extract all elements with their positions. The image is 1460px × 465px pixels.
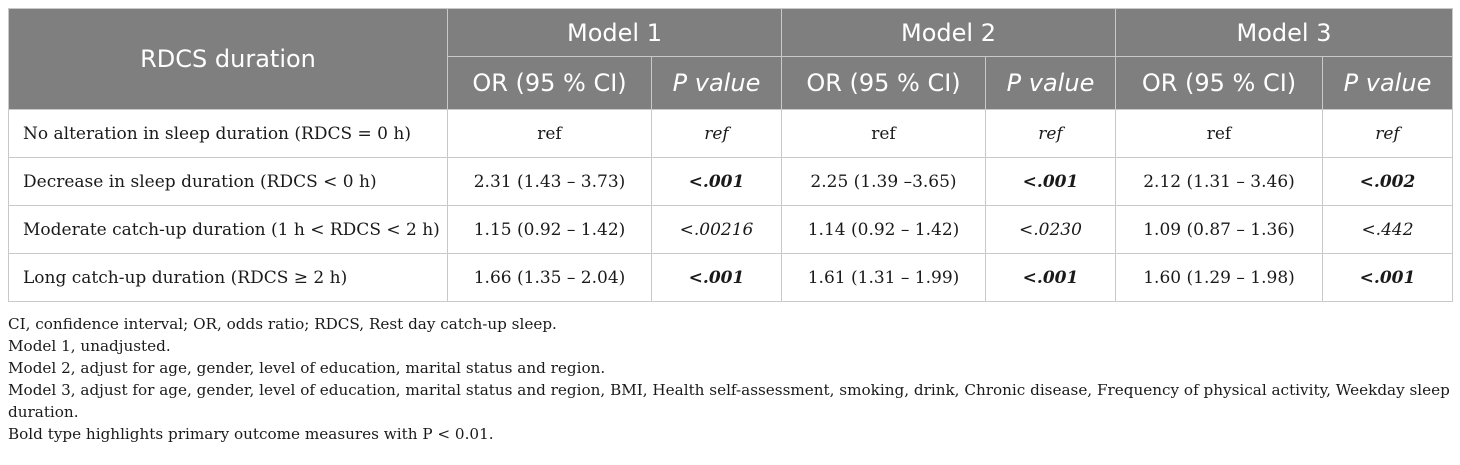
row-label: Long catch-up duration (RDCS ≥ 2 h) bbox=[8, 253, 448, 302]
model-2-header: Model 2 bbox=[781, 8, 1116, 57]
model-1-or-header: OR (95 % CI) bbox=[447, 56, 652, 110]
model-2-p-header: P value bbox=[985, 56, 1116, 110]
model-1-header: Model 1 bbox=[447, 8, 782, 57]
model-2-p-cell: <.001 bbox=[985, 253, 1116, 302]
model-3-or-cell: 1.09 (0.87 – 1.36) bbox=[1115, 205, 1323, 254]
model-1-or-cell: 2.31 (1.43 – 3.73) bbox=[447, 157, 652, 206]
model-3-p-cell: <.001 bbox=[1322, 253, 1453, 302]
model-3-or-cell: 2.12 (1.31 – 3.46) bbox=[1115, 157, 1323, 206]
model-3-or-cell: ref bbox=[1115, 109, 1323, 158]
table-row: Long catch-up duration (RDCS ≥ 2 h) 1.66… bbox=[8, 253, 1453, 302]
model-3-p-header: P value bbox=[1322, 56, 1453, 110]
model-3-or-header: OR (95 % CI) bbox=[1115, 56, 1323, 110]
model-1-p-cell: <.001 bbox=[651, 253, 782, 302]
model-3-p-cell: <.002 bbox=[1322, 157, 1453, 206]
footnote-abbreviations: CI, confidence interval; OR, odds ratio;… bbox=[8, 315, 557, 333]
row-label: Moderate catch-up duration (1 h < RDCS <… bbox=[8, 205, 448, 254]
table-row: Decrease in sleep duration (RDCS < 0 h) … bbox=[8, 157, 1453, 206]
row-label: No alteration in sleep duration (RDCS = … bbox=[8, 109, 448, 158]
footnote-model-1: Model 1, unadjusted. bbox=[8, 337, 171, 355]
model-2-or-cell: 2.25 (1.39 –3.65) bbox=[781, 157, 986, 206]
footnote-bold-type: Bold type highlights primary outcome mea… bbox=[8, 425, 494, 443]
model-3-p-cell: ref bbox=[1322, 109, 1453, 158]
footnote-model-3: Model 3, adjust for age, gender, level o… bbox=[8, 381, 1450, 421]
table-row: Moderate catch-up duration (1 h < RDCS <… bbox=[8, 205, 1453, 254]
model-2-or-header: OR (95 % CI) bbox=[781, 56, 986, 110]
results-table-container: RDCS duration Model 1 Model 2 Model 3 OR… bbox=[8, 8, 1453, 302]
model-2-p-cell: ref bbox=[985, 109, 1116, 158]
table-footnotes: CI, confidence interval; OR, odds ratio;… bbox=[8, 313, 1452, 445]
model-1-p-cell: <.00216 bbox=[651, 205, 782, 254]
model-3-header: Model 3 bbox=[1115, 8, 1453, 57]
header-row-subcolumns: OR (95 % CI) P value OR (95 % CI) P valu… bbox=[9, 56, 1453, 110]
model-1-or-cell: ref bbox=[447, 109, 652, 158]
results-table: RDCS duration Model 1 Model 2 Model 3 OR… bbox=[8, 8, 1453, 302]
model-1-p-cell: <.001 bbox=[651, 157, 782, 206]
model-2-or-cell: 1.61 (1.31 – 1.99) bbox=[781, 253, 986, 302]
model-2-p-cell: <.001 bbox=[985, 157, 1116, 206]
header-row-models: RDCS duration Model 1 Model 2 Model 3 bbox=[8, 8, 1453, 110]
row-header-rdcs-duration: RDCS duration bbox=[8, 8, 448, 110]
row-label: Decrease in sleep duration (RDCS < 0 h) bbox=[8, 157, 448, 206]
model-1-or-cell: 1.15 (0.92 – 1.42) bbox=[447, 205, 652, 254]
model-2-or-cell: 1.14 (0.92 – 1.42) bbox=[781, 205, 986, 254]
model-1-p-header: P value bbox=[651, 56, 782, 110]
table-row: No alteration in sleep duration (RDCS = … bbox=[8, 109, 1453, 158]
model-2-or-cell: ref bbox=[781, 109, 986, 158]
model-2-p-cell: <.0230 bbox=[985, 205, 1116, 254]
model-3-or-cell: 1.60 (1.29 – 1.98) bbox=[1115, 253, 1323, 302]
model-1-p-cell: ref bbox=[651, 109, 782, 158]
model-1-or-cell: 1.66 (1.35 – 2.04) bbox=[447, 253, 652, 302]
model-3-p-cell: <.442 bbox=[1322, 205, 1453, 254]
footnote-model-2: Model 2, adjust for age, gender, level o… bbox=[8, 359, 606, 377]
